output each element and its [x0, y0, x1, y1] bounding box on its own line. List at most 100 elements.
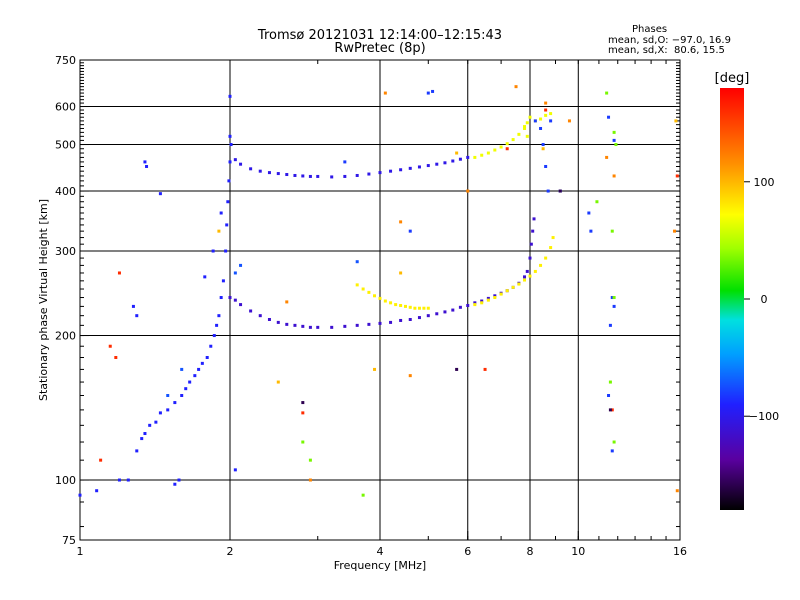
data-point: [343, 160, 347, 164]
data-point: [546, 189, 550, 193]
data-point: [378, 296, 382, 300]
x-tick-label: 6: [464, 545, 471, 558]
data-point: [466, 303, 470, 307]
data-point: [205, 355, 209, 359]
data-point: [180, 394, 184, 398]
data-point: [249, 167, 253, 171]
data-point: [435, 162, 439, 166]
data-point: [367, 290, 371, 294]
data-point: [301, 324, 305, 328]
data-point: [544, 113, 548, 117]
data-point: [493, 294, 497, 298]
data-point: [239, 162, 243, 166]
data-point: [533, 119, 537, 123]
data-point: [529, 242, 533, 246]
data-point: [544, 108, 548, 112]
data-point: [177, 478, 181, 482]
data-point: [166, 394, 170, 398]
data-point: [458, 305, 462, 309]
data-point: [361, 493, 365, 497]
data-point: [166, 408, 170, 412]
data-point: [451, 308, 455, 312]
data-point: [541, 147, 545, 151]
data-point: [267, 317, 271, 321]
data-point: [211, 249, 215, 253]
data-point: [114, 355, 118, 359]
data-point: [517, 132, 521, 136]
data-point: [426, 306, 430, 310]
data-point: [608, 380, 612, 384]
data-point: [355, 260, 359, 264]
colorbar-tick-label: 0: [761, 293, 768, 306]
data-point: [316, 325, 320, 329]
data-point: [614, 143, 618, 147]
data-point: [486, 151, 490, 155]
x-tick-label: 4: [377, 545, 384, 558]
data-point: [417, 306, 421, 310]
data-point: [539, 117, 543, 121]
data-point: [285, 300, 289, 304]
data-point: [233, 271, 237, 275]
data-point: [228, 160, 232, 164]
colorbar-label: [deg]: [715, 71, 750, 86]
data-point: [249, 309, 253, 313]
data-point: [224, 249, 228, 253]
data-point: [276, 380, 280, 384]
data-point: [505, 147, 509, 151]
data-point: [539, 126, 543, 130]
data-point: [544, 164, 548, 168]
data-point: [228, 134, 232, 138]
phase-stats-x: mean, sd,X: 80.6, 15.5: [608, 45, 725, 56]
x-tick-label: 2: [227, 545, 234, 558]
data-point: [528, 256, 532, 260]
data-point: [308, 325, 312, 329]
data-point: [505, 289, 509, 293]
data-point: [217, 229, 221, 233]
data-point: [383, 91, 387, 95]
data-point: [140, 437, 144, 441]
data-point: [451, 159, 455, 163]
data-point: [239, 303, 243, 307]
data-point: [173, 482, 177, 486]
data-point: [355, 283, 359, 287]
data-point: [531, 229, 535, 233]
data-point: [180, 367, 184, 371]
data-point: [212, 334, 216, 338]
data-point: [549, 246, 553, 250]
data-point: [221, 279, 225, 283]
data-point: [258, 169, 262, 173]
phase-stats-title: Phases: [632, 24, 668, 35]
data-point: [486, 298, 490, 302]
data-point: [131, 304, 135, 308]
data-point: [203, 275, 207, 279]
data-point: [227, 179, 231, 183]
data-point: [426, 164, 430, 168]
data-point: [258, 314, 262, 318]
data-point: [285, 322, 289, 326]
data-point: [135, 314, 139, 318]
colorbar-tick-label: −100: [749, 410, 779, 423]
data-point: [549, 112, 553, 116]
data-point: [523, 275, 527, 279]
data-point: [399, 168, 403, 172]
data-point: [455, 151, 459, 155]
data-point: [330, 175, 334, 179]
data-point: [308, 478, 312, 482]
data-point: [612, 296, 616, 300]
data-point: [394, 303, 398, 307]
data-point: [200, 361, 204, 365]
data-point: [145, 164, 149, 168]
data-point: [525, 269, 529, 273]
data-point: [473, 303, 477, 307]
data-point: [408, 374, 412, 378]
data-point: [276, 172, 280, 176]
data-point: [612, 174, 616, 178]
data-point: [608, 323, 612, 327]
data-point: [197, 367, 201, 371]
x-tick-label: 8: [527, 545, 534, 558]
data-point: [523, 125, 527, 129]
data-point: [480, 299, 484, 303]
x-tick-label: 16: [673, 545, 687, 558]
y-tick-label: 400: [55, 185, 76, 198]
